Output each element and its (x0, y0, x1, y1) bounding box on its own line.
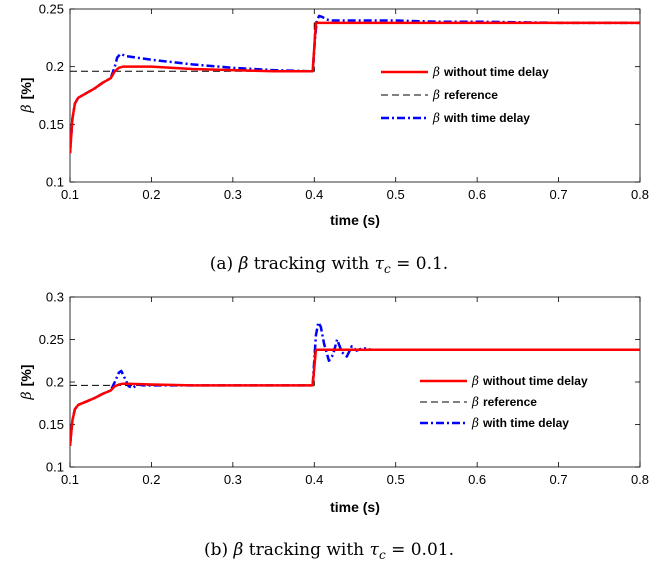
chart-a-x-tick-label-1: 0.2 (142, 187, 160, 202)
chart-a-x-tick-label-2: 0.3 (224, 187, 242, 202)
chart-b-x-tick-label-3: 0.4 (305, 472, 323, 487)
chart-b-axes-box (69, 296, 641, 468)
chart-b-legend-label-without: β without time delay (471, 374, 588, 388)
chart-b-legend-label-reference: β reference (471, 395, 537, 409)
chart-b-y-axis-label: β [%] (18, 365, 35, 401)
chart-a-y-axis-label: β [%] (18, 78, 35, 114)
chart-a-x-tick-label-5: 0.6 (468, 187, 486, 202)
chart-a-series-without (70, 21, 640, 154)
chart-a-y-tick-label-1: 0.15 (39, 117, 64, 132)
chart-b-legend: β without time delay β reference β with tim… (420, 374, 588, 430)
chart-b-x-tick-label-6: 0.7 (550, 472, 568, 487)
chart-a-x-tick-label-6: 0.7 (550, 187, 568, 202)
chart-b-y-tick-label-3: 0.25 (39, 332, 64, 347)
chart-b-x-tick-label-1: 0.2 (142, 472, 160, 487)
chart-a-legend-label-with: β with time delay (432, 111, 530, 125)
chart-a-series-with (70, 14, 640, 154)
chart-a-series (70, 14, 640, 154)
chart-b-x-tick-label-4: 0.5 (387, 472, 405, 487)
chart-a-x-tick-label-7: 0.8 (631, 187, 649, 202)
chart-a-y-axis-unit: [%] (18, 78, 34, 100)
chart-b: 0.1 0.2 0.3 0.4 0.5 0.6 0.7 0.8 0.10.150.20.250… (18, 290, 649, 563)
chart-a-x-ticks: 0.1 0.2 0.3 0.4 0.5 0.6 0.7 0.8 (61, 9, 649, 202)
chart-b-x-ticks: 0.1 0.2 0.3 0.4 0.5 0.6 0.7 0.8 (61, 297, 649, 487)
chart-a-y-ticks: 0.1 0.15 0.2 0.25 (39, 2, 640, 190)
chart-a-legend-label-without: β without time delay (432, 65, 549, 79)
chart-b-y-axis-unit: [%] (18, 365, 34, 387)
chart-b-x-tick-label-5: 0.6 (468, 472, 486, 487)
chart-b-y-axis-symbol: β (19, 391, 35, 400)
chart-b-y-ticks: 0.1 0.15 0.2 0.25 0.3 (39, 290, 640, 475)
chart-a-x-tick-label-4: 0.5 (387, 187, 405, 202)
chart-b-x-tick-label-2: 0.3 (224, 472, 242, 487)
chart-a-x-axis-label: time (s) (330, 212, 380, 228)
chart-b-series-without (70, 348, 640, 446)
chart-a-caption: (a) β tracking with τc = 0.1. (210, 254, 448, 276)
chart-b-x-tick-label-0: 0.1 (61, 472, 79, 487)
chart-b-y-tick-label-1: 0.15 (39, 417, 64, 432)
chart-a-axes-box (69, 8, 641, 183)
chart-a-y-tick-label-3: 0.25 (39, 2, 64, 17)
chart-a-y-axis-symbol: β (19, 104, 35, 113)
chart-b-x-axis-label: time (s) (330, 499, 380, 515)
chart-b-x-tick-label-7: 0.8 (631, 472, 649, 487)
chart-a-x-tick-label-3: 0.4 (305, 187, 323, 202)
chart-a-legend: β without time delay β reference β with tim… (381, 65, 549, 125)
chart-a: 0.1 0.2 0.3 0.4 0.5 0.6 0.7 0.8 0.10.150.20.25 … (18, 2, 649, 277)
chart-b-caption: (b) β tracking with τc = 0.01. (204, 540, 454, 562)
chart-b-y-tick-label-4: 0.3 (46, 290, 64, 305)
chart-a-legend-label-reference: β reference (432, 88, 498, 102)
chart-b-legend-label-with: β with time delay (471, 416, 569, 430)
chart-a-y-tick-label-2: 0.2 (46, 59, 64, 74)
chart-a-x-tick-label-0: 0.1 (61, 187, 79, 202)
chart-a-y-tick-label-0: 0.1 (46, 175, 64, 190)
chart-b-y-tick-label-2: 0.2 (46, 375, 64, 390)
chart-b-y-tick-label-0: 0.1 (46, 460, 64, 475)
chart-b-series (70, 321, 640, 446)
